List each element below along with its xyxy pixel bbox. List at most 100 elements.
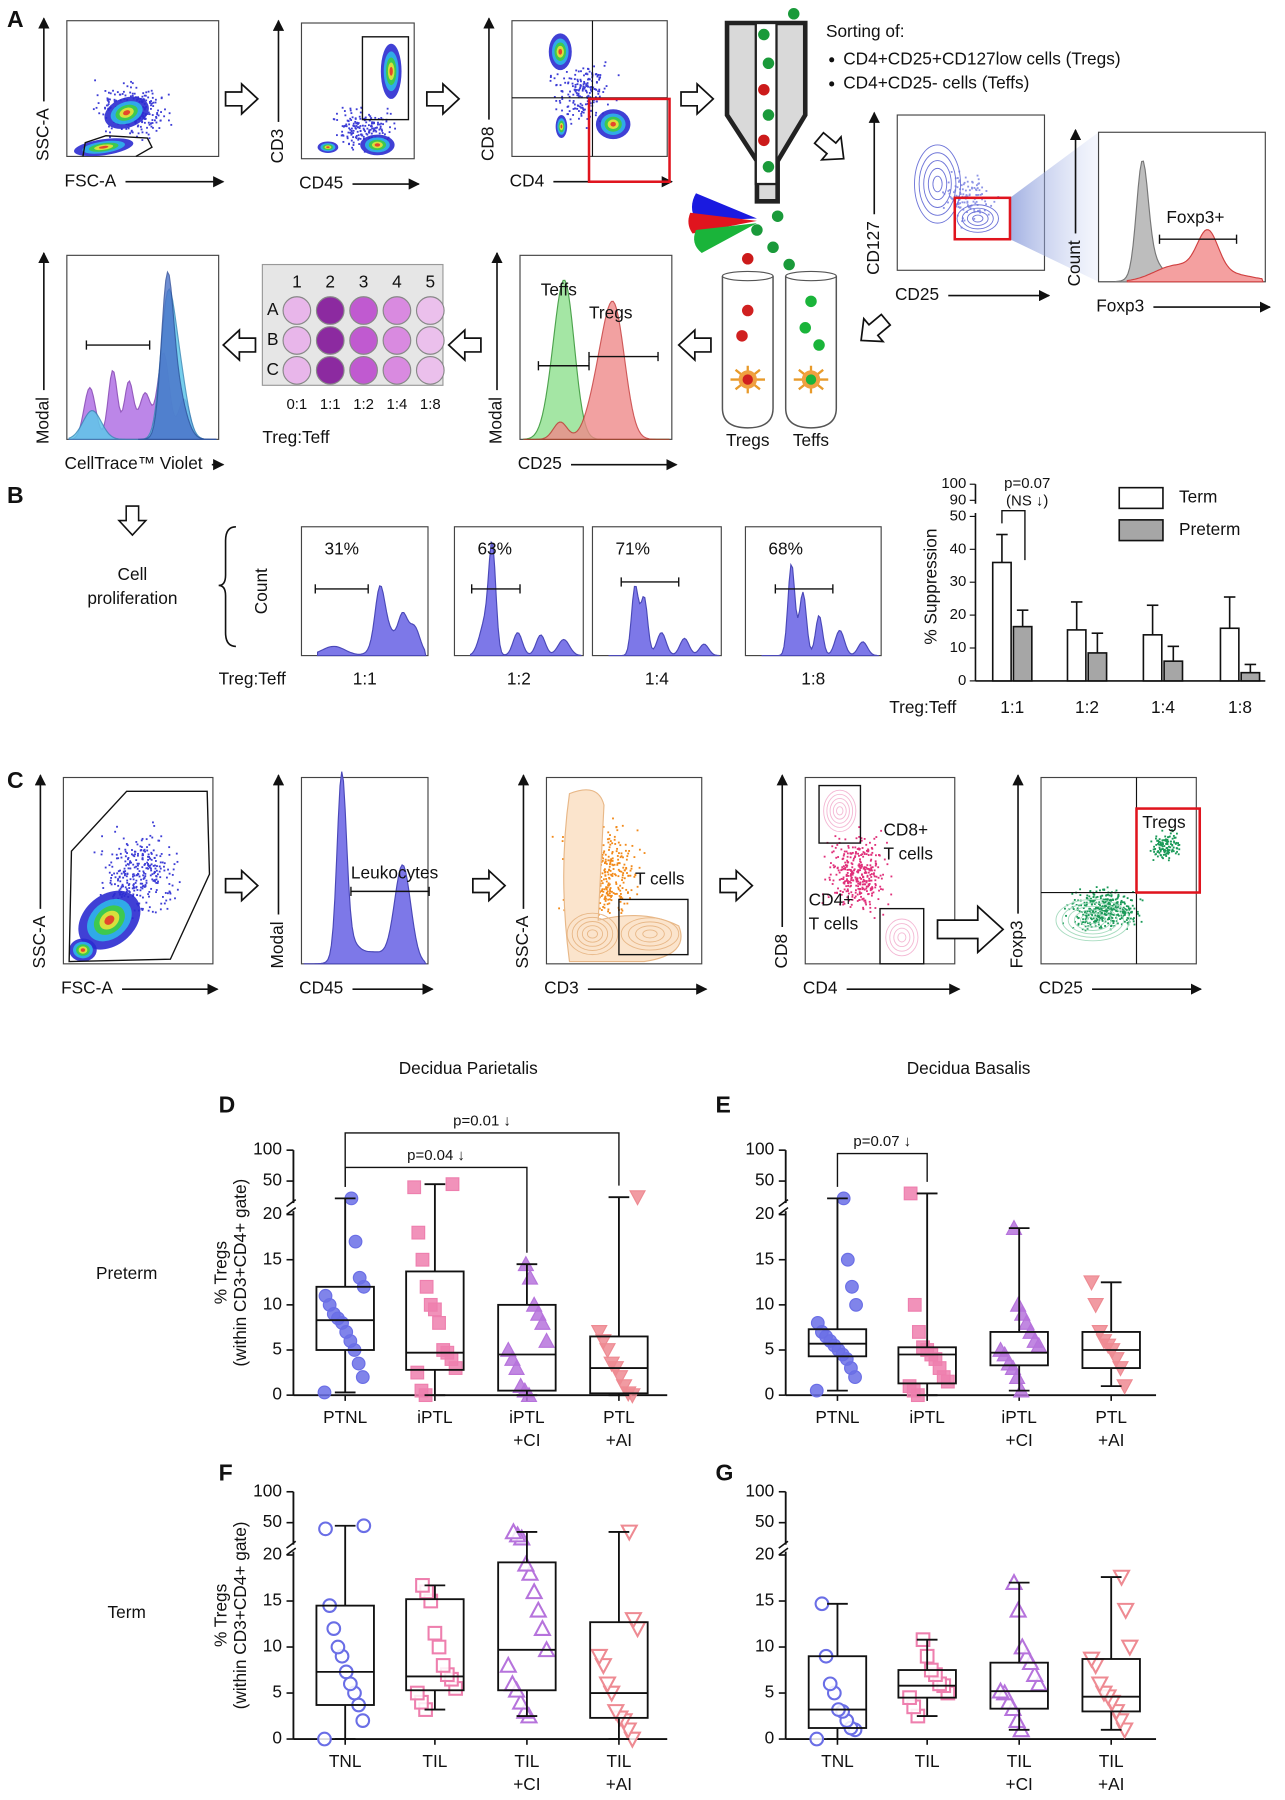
data-point [436, 1343, 451, 1357]
event-dot [1086, 894, 1089, 897]
event-dot [1079, 888, 1082, 891]
event-dot [839, 903, 841, 906]
event-dot [1099, 917, 1102, 920]
event-dot [604, 896, 607, 899]
event-dot [862, 851, 865, 853]
event-dot [150, 869, 153, 872]
event-dot [596, 100, 598, 103]
event-dot [855, 884, 858, 887]
event-dot [615, 826, 618, 828]
event-dot [145, 838, 148, 841]
event-dot [131, 82, 134, 85]
event-dot [842, 891, 844, 893]
event-dot [581, 88, 584, 91]
event-dot [615, 883, 618, 885]
event-dot [858, 836, 861, 838]
event-dot [115, 99, 118, 102]
event-dot [350, 112, 353, 115]
event-dot [872, 891, 875, 894]
event-dot [844, 868, 847, 871]
event-dot [621, 909, 624, 912]
event-dot [609, 887, 612, 889]
cell [742, 374, 753, 385]
event-dot [609, 861, 612, 864]
event-dot [362, 127, 365, 130]
event-dot [114, 883, 116, 886]
event-dot [842, 854, 845, 857]
data-point [903, 1186, 918, 1201]
x-tick-label: PTNL [815, 1407, 860, 1427]
event-dot [1125, 909, 1128, 911]
tube [721, 276, 774, 429]
event-dot [351, 146, 354, 149]
event-dot [604, 61, 607, 64]
event-dot [866, 867, 869, 870]
event-dot [1112, 903, 1115, 906]
plate-column: 4 [392, 272, 402, 292]
box [497, 1303, 557, 1392]
event-dot [870, 888, 873, 891]
event-dot [578, 88, 581, 91]
event-dot [859, 882, 861, 884]
event-dot [131, 887, 134, 890]
event-dot [1165, 855, 1168, 857]
event-dot [854, 889, 857, 892]
contour [1086, 916, 1100, 925]
event-dot [861, 898, 864, 901]
event-dot [586, 73, 589, 76]
event-dot [1170, 843, 1172, 845]
event-dot [599, 902, 602, 905]
event-dot [870, 873, 873, 875]
event-dot [1072, 908, 1075, 910]
event-dot [141, 852, 144, 855]
contour [836, 806, 844, 816]
event-dot [101, 850, 104, 853]
event-dot [622, 866, 625, 869]
event-dot [346, 119, 349, 122]
event-dot [582, 108, 585, 111]
row-label: Term [107, 1602, 145, 1622]
event-dot [605, 880, 608, 883]
event-dot [841, 858, 844, 861]
event-dot [597, 92, 600, 95]
y-axis-label: SSC-A [512, 915, 532, 968]
event-dot [1086, 910, 1089, 913]
event-dot [838, 837, 841, 840]
event-dot [1124, 913, 1126, 916]
event-dot [857, 885, 859, 888]
event-dot [146, 849, 149, 852]
event-dot [1083, 911, 1086, 914]
event-dot [1174, 842, 1177, 845]
event-dot [619, 900, 622, 903]
event-dot [870, 866, 873, 869]
event-dot [145, 901, 148, 904]
event-dot [151, 878, 154, 881]
event-dot [871, 866, 874, 869]
event-dot [834, 891, 836, 894]
event-dot [101, 835, 103, 838]
event-dot [371, 122, 374, 125]
y-axis-label: % Tregs [211, 1584, 231, 1647]
event-dot [602, 857, 605, 860]
event-dot [168, 872, 171, 875]
event-dot [165, 899, 168, 902]
event-dot [858, 863, 861, 866]
box [405, 1598, 465, 1692]
event-dot [150, 100, 152, 102]
event-dot [611, 872, 614, 875]
box [897, 1346, 957, 1385]
event-dot [136, 862, 139, 865]
event-dot [148, 891, 151, 893]
event-dot [171, 873, 174, 876]
data-point [1000, 1354, 1018, 1371]
event-dot [345, 123, 348, 126]
contour [1067, 905, 1118, 935]
event-dot [1115, 901, 1118, 904]
event-dot [150, 851, 153, 854]
contour [889, 923, 915, 952]
percent-label: 31% [324, 538, 359, 558]
event-dot [150, 107, 152, 110]
event-dot [355, 137, 358, 140]
event-dot [141, 907, 144, 910]
event-dot [860, 878, 863, 880]
